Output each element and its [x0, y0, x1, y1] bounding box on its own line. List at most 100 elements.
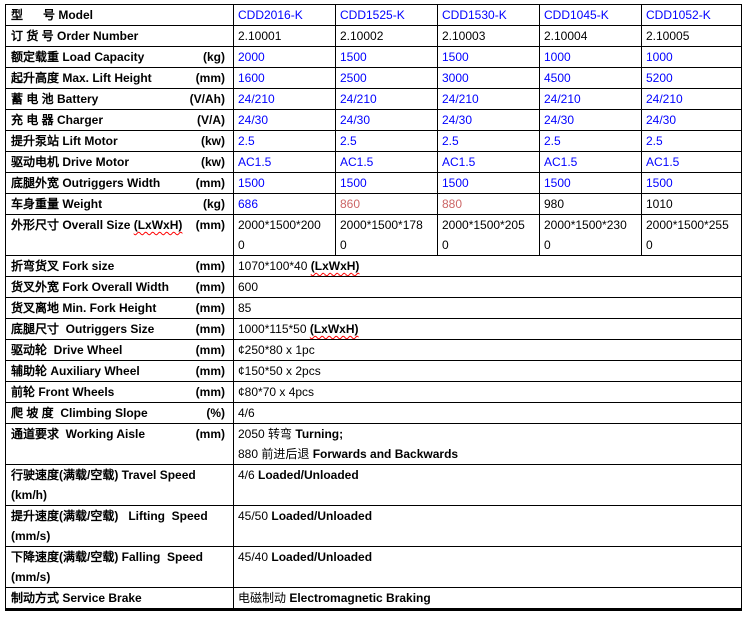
value-part: 1010 — [646, 197, 673, 211]
unit-label: (km/h) — [11, 488, 47, 502]
table-row-fork-size: 折弯货叉 Fork size (mm) 1070*100*40 (LxWxH) — [5, 255, 742, 277]
spec-label-text: 底腿尺寸 Outriggers Size — [11, 320, 154, 339]
value-part: Loaded/Unloaded — [258, 468, 359, 482]
value-part: 2.5 — [238, 134, 255, 148]
spec-value-model-col1: CDD1525-K — [335, 4, 438, 26]
value-part: 1500 — [442, 50, 469, 64]
label-part: 通道要求 Working Aisle — [11, 427, 146, 441]
value-part: Loaded/Unloaded — [271, 509, 373, 523]
spec-value-weight-col4: 1010 — [641, 193, 742, 215]
label-part: 提升泵站 Lift Motor — [11, 134, 118, 148]
label-part: 折弯货叉 Fork size — [11, 259, 115, 273]
table-row-overall-size: 外形尺寸 Overall Size (LxWxH) (mm) 2000*1500*2… — [5, 214, 742, 256]
label-part: 前轮 Front Wheels — [11, 385, 115, 399]
spec-value-overall-size-col4: 2000*1500*2550 — [641, 214, 742, 256]
value-part: 2.5 — [646, 134, 663, 148]
value-part: 2000*1500*2000 — [238, 218, 321, 252]
spec-label-working-aisle: 通道要求 Working Aisle (mm) — [5, 423, 234, 465]
spec-value-model-col2: CDD1530-K — [437, 4, 540, 26]
spec-value-model-col0: CDD2016-K — [233, 4, 336, 26]
value-part: 3000 — [442, 71, 469, 85]
value-part: Loaded/Unloaded — [271, 550, 373, 564]
spec-value-load-capacity-col1: 1500 — [335, 46, 438, 68]
table-row-falling-speed: 下降速度(满载/空载) Falling Speed (mm/s) 45/40 Lo… — [5, 546, 742, 588]
spec-label-text: 制动方式 Service Brake — [11, 591, 142, 605]
value-part: 1500 — [340, 50, 367, 64]
spec-value-battery-col4: 24/210 — [641, 88, 742, 110]
unit-label: (V/Ah) — [189, 92, 225, 106]
value-part: 24/30 — [442, 113, 473, 127]
spec-value-battery-col2: 24/210 — [437, 88, 540, 110]
table-row-model: 型 号 Model CDD2016-K CDD1525-K CDD1530-K CDD1… — [5, 4, 742, 26]
spec-label-lift-height: 起升高度 Max. Lift Height (mm) — [5, 67, 234, 89]
spec-value-battery-col0: 24/210 — [233, 88, 336, 110]
label-part: 充 电 器 Charger — [11, 113, 104, 127]
spec-label-text: 驱动轮 Drive Wheel — [11, 341, 122, 360]
value-part: 4500 — [544, 71, 571, 85]
value-part: 2.5 — [544, 134, 561, 148]
spec-label-weight: 车身重量 Weight (kg) — [5, 193, 234, 215]
unit-label: (mm) — [195, 71, 225, 85]
value-part: 5200 — [646, 71, 673, 85]
unit-label: (%) — [206, 406, 225, 420]
spec-label-text: 车身重量 Weight — [11, 195, 102, 214]
value-part: 2.10003 — [442, 29, 486, 43]
table-row-drive-wheel: 驱动轮 Drive Wheel (mm) ¢250*80 x 1pc — [5, 339, 742, 361]
table-row-load-capacity: 额定载重 Load Capacity (kg) 2000 1500 1500 1000 10… — [5, 46, 742, 68]
spec-label-text: 折弯货叉 Fork size — [11, 257, 115, 276]
spec-label-climbing-slope: 爬 坡 度 Climbing Slope (%) — [5, 402, 234, 424]
spec-label-falling-speed: 下降速度(满载/空载) Falling Speed (mm/s) — [5, 546, 234, 588]
unit-label: (mm/s) — [11, 529, 51, 543]
spec-label-drive-wheel: 驱动轮 Drive Wheel (mm) — [5, 339, 234, 361]
label-part: 订 货 号 Order Number — [11, 29, 139, 43]
unit-label: (kg) — [203, 197, 225, 211]
table-row-battery: 蓄 电 池 Battery (V/Ah) 24/210 24/210 24/210 24/… — [5, 88, 742, 110]
spec-value-charger-col1: 24/30 — [335, 109, 438, 131]
spec-label-model: 型 号 Model — [5, 4, 234, 26]
spec-value-lift-motor-col3: 2.5 — [539, 130, 642, 152]
spec-value-order-number-col3: 2.10004 — [539, 25, 642, 47]
value-part: Electromagnetic Braking — [289, 591, 431, 605]
spec-value-drive-motor-col3: AC1.5 — [539, 151, 642, 173]
spec-value-outriggers-size: 1000*115*50 (LxWxH) — [233, 318, 742, 340]
value-part: 24/30 — [238, 113, 269, 127]
spec-label-text: 提升速度(满载/空载) Lifting Speed — [11, 509, 208, 523]
table-row-fork-overall-width: 货叉外宽 Fork Overall Width (mm) 600 — [5, 276, 742, 298]
spec-label-auxiliary-wheel: 辅助轮 Auxiliary Wheel (mm) — [5, 360, 234, 382]
value-part: 1500 — [340, 176, 367, 190]
unit-label: (mm) — [195, 280, 225, 294]
spec-value-order-number-col0: 2.10001 — [233, 25, 336, 47]
spec-value-outriggers-width-col3: 1500 — [539, 172, 642, 194]
spec-label-fork-overall-width: 货叉外宽 Fork Overall Width (mm) — [5, 276, 234, 298]
table-row-lifting-speed: 提升速度(满载/空载) Lifting Speed (mm/s) 45/50 Lo… — [5, 505, 742, 547]
value-part: 2.10004 — [544, 29, 588, 43]
value-part: 1000 — [544, 50, 571, 64]
value-part: Turning; — [295, 427, 344, 441]
value-part: 4/6 — [238, 406, 255, 420]
spec-label-text: 充 电 器 Charger — [11, 111, 104, 130]
table-row-lift-motor: 提升泵站 Lift Motor (kw) 2.5 2.5 2.5 2.5 2.5 — [5, 130, 742, 152]
label-part: 驱动电机 Drive Motor — [11, 155, 130, 169]
spec-value-drive-motor-col2: AC1.5 — [437, 151, 540, 173]
spec-label-drive-motor: 驱动电机 Drive Motor (kw) — [5, 151, 234, 173]
value-part: 45/50 — [238, 509, 272, 523]
value-part: 686 — [238, 197, 259, 211]
spec-value-lift-height-col0: 1600 — [233, 67, 336, 89]
spec-label-text: 型 号 Model — [11, 8, 93, 22]
value-part: (LxWxH) — [310, 259, 360, 273]
label-part: 行驶速度(满载/空载) Travel Speed — [11, 468, 196, 482]
value-part: 24/210 — [340, 92, 377, 106]
spec-value-lift-height-col4: 5200 — [641, 67, 742, 89]
value-part: 2000*1500*2300 — [544, 218, 627, 252]
value-part: CDD1052-K — [646, 8, 711, 22]
spec-label-load-capacity: 额定载重 Load Capacity (kg) — [5, 46, 234, 68]
spec-value-load-capacity-col2: 1500 — [437, 46, 540, 68]
value-part: 2.5 — [442, 134, 459, 148]
unit-label: (mm) — [195, 259, 225, 273]
label-part: 额定载重 Load Capacity — [11, 50, 145, 64]
value-part: ¢80*70 x 4pcs — [238, 385, 315, 399]
value-part: CDD1045-K — [544, 8, 609, 22]
table-row-drive-motor: 驱动电机 Drive Motor (kw) AC1.5 AC1.5 AC1.5 AC1.5… — [5, 151, 742, 173]
value-part: 1500 — [442, 176, 469, 190]
value-part: 2000*1500*1780 — [340, 218, 423, 252]
